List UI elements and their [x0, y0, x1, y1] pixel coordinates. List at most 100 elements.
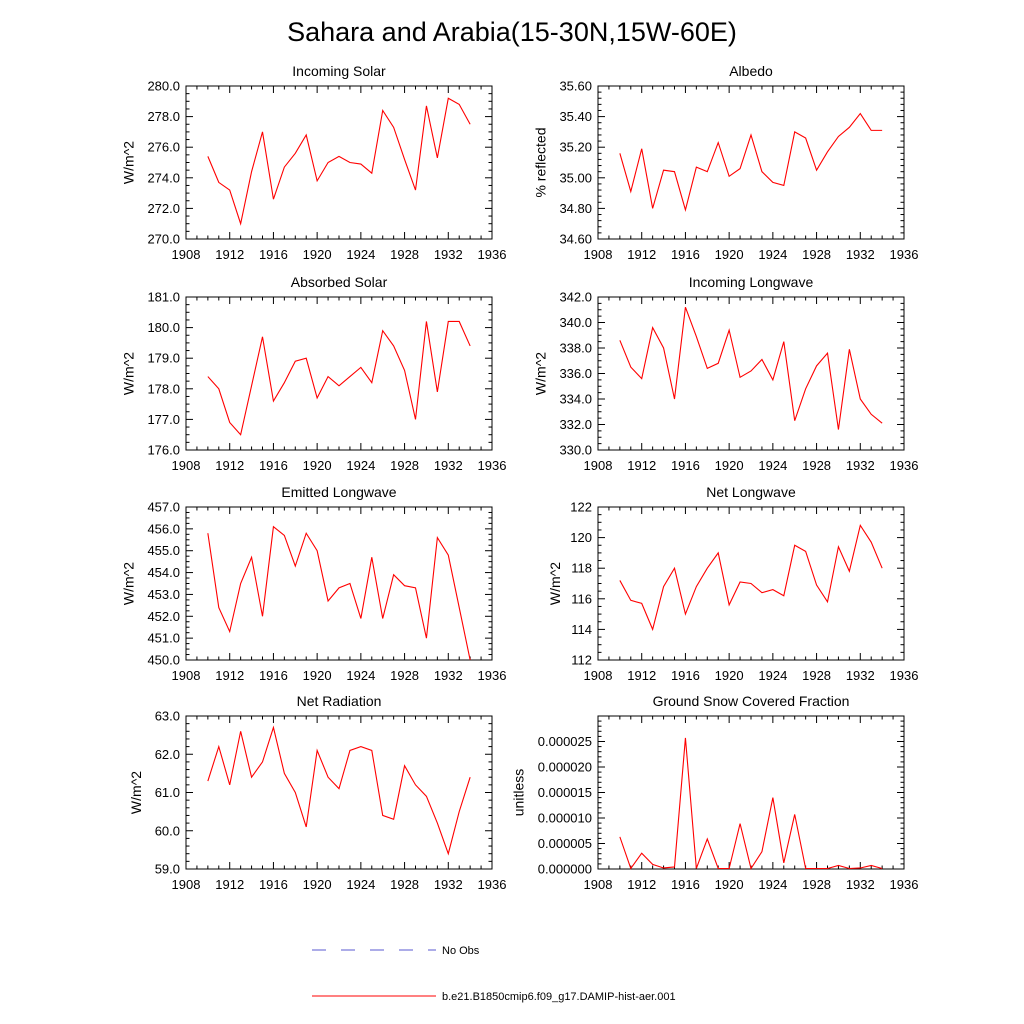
x-tick-label: 1912: [627, 877, 656, 892]
y-tick-label: 334.0: [559, 392, 592, 407]
panel-3: Absorbed Solar 1908 1912 1916 1920 1924 1928 19…: [121, 274, 507, 473]
y-axis-label: W/m^2: [547, 562, 563, 605]
y-tick-label: 180.0: [147, 320, 180, 335]
y-tick-label: 270.0: [147, 232, 180, 247]
x-tick-label: 1912: [627, 668, 656, 683]
y-tick-label: 0.000010: [538, 811, 592, 826]
y-tick-label: 34.60: [559, 232, 592, 247]
x-tick-label: 1920: [303, 247, 332, 262]
plot-frame: [597, 296, 905, 451]
panel-title: Net Longwave: [706, 484, 796, 500]
panel-5: Emitted Longwave 1908 1912 1916 1920 1924 1928…: [121, 484, 507, 683]
y-tick-label: 181.0: [147, 290, 180, 305]
x-tick-label: 1916: [671, 458, 700, 473]
x-tick-label: 1924: [758, 247, 787, 262]
y-tick-label: 0.000015: [538, 785, 592, 800]
x-tick-label: 1916: [671, 668, 700, 683]
panel-title: Ground Snow Covered Fraction: [653, 693, 850, 709]
series-line: [207, 725, 471, 856]
x-tick-label: 1920: [303, 877, 332, 892]
panel-6: Net Longwave 1908 1912 1916 1920 1924 1928 1932…: [547, 484, 918, 683]
series-line: [207, 525, 471, 661]
x-tick-label: 1928: [802, 247, 831, 262]
y-tick-label: 63.0: [155, 709, 180, 724]
panel-4: Incoming Longwave 1908 1912 1916 1920 1924 192…: [533, 274, 919, 473]
y-tick-label: 35.00: [559, 170, 592, 185]
y-tick-label: 120: [570, 530, 592, 545]
y-axis-label: W/m^2: [533, 352, 549, 395]
x-tick-label: 1912: [627, 247, 656, 262]
x-tick-label: 1936: [478, 877, 507, 892]
panel-7: Net Radiation 1908 1912 1916 1920 1924 1928 193…: [128, 693, 507, 892]
x-tick-label: 1908: [584, 247, 613, 262]
y-tick-label: 0.000000: [538, 862, 592, 877]
y-tick-label: 34.80: [559, 201, 592, 216]
series-line: [619, 737, 883, 870]
x-tick-label: 1936: [890, 877, 919, 892]
x-tick-label: 1920: [715, 458, 744, 473]
x-tick-label: 1936: [478, 458, 507, 473]
x-tick-label: 1932: [434, 458, 463, 473]
x-tick-label: 1912: [215, 877, 244, 892]
y-tick-label: 178.0: [147, 381, 180, 396]
x-tick-label: 1924: [346, 877, 375, 892]
y-tick-label: 340.0: [559, 315, 592, 330]
x-tick-label: 1916: [259, 877, 288, 892]
series-line: [207, 320, 471, 436]
x-tick-label: 1908: [172, 458, 201, 473]
y-tick-label: 0.000020: [538, 760, 592, 775]
x-tick-label: 1928: [390, 668, 419, 683]
x-tick-label: 1924: [758, 877, 787, 892]
y-tick-label: 332.0: [559, 417, 592, 432]
y-tick-label: 59.0: [155, 862, 180, 877]
x-tick-label: 1932: [846, 458, 875, 473]
y-tick-label: 455.0: [147, 543, 180, 558]
x-tick-label: 1924: [758, 458, 787, 473]
legend-obs-label: No Obs: [442, 945, 480, 957]
y-tick-label: 35.20: [559, 140, 592, 155]
x-tick-label: 1920: [303, 458, 332, 473]
x-tick-label: 1916: [671, 247, 700, 262]
x-tick-label: 1912: [215, 247, 244, 262]
y-tick-label: 122: [570, 500, 592, 515]
x-tick-label: 1932: [434, 668, 463, 683]
legend: No Obs b.e21.B1850cmip6.f09_g17.DAMIP-hi…: [312, 945, 676, 1003]
x-tick-label: 1916: [259, 668, 288, 683]
series-line: [619, 112, 883, 213]
x-tick-label: 1924: [758, 668, 787, 683]
x-tick-label: 1916: [259, 458, 288, 473]
panel-title: Incoming Longwave: [689, 274, 814, 290]
y-tick-label: 338.0: [559, 341, 592, 356]
x-tick-label: 1916: [259, 247, 288, 262]
y-tick-label: 114: [571, 622, 592, 637]
y-tick-label: 457.0: [147, 500, 180, 515]
x-tick-label: 1936: [890, 458, 919, 473]
x-tick-label: 1936: [478, 668, 507, 683]
x-tick-label: 1920: [715, 877, 744, 892]
x-tick-label: 1912: [215, 458, 244, 473]
plot-frame: [185, 506, 493, 661]
y-tick-label: 272.0: [147, 201, 180, 216]
series-line: [619, 523, 883, 632]
x-tick-label: 1908: [584, 877, 613, 892]
x-tick-label: 1908: [172, 877, 201, 892]
plot-frame: [597, 715, 905, 870]
series-line: [619, 307, 883, 430]
panel-title: Incoming Solar: [292, 63, 386, 79]
x-tick-label: 1908: [584, 668, 613, 683]
y-tick-label: 62.0: [155, 747, 180, 762]
panel-8: Ground Snow Covered Fraction 1908 1912 1916…: [511, 693, 919, 892]
x-tick-label: 1908: [172, 668, 201, 683]
x-tick-label: 1932: [846, 668, 875, 683]
panel-title: Absorbed Solar: [291, 274, 388, 290]
x-tick-label: 1928: [390, 877, 419, 892]
legend-model-label: b.e21.B1850cmip6.f09_g17.DAMIP-hist-aer.…: [442, 991, 676, 1003]
y-tick-label: 116: [571, 591, 592, 606]
y-tick-label: 60.0: [155, 823, 180, 838]
y-tick-label: 280.0: [147, 79, 180, 94]
series-line: [207, 97, 471, 226]
panels: Incoming Solar 1908 1912 1916 1920 1924 1928 19…: [121, 63, 919, 892]
x-tick-label: 1936: [890, 668, 919, 683]
y-tick-label: 456.0: [147, 521, 180, 536]
